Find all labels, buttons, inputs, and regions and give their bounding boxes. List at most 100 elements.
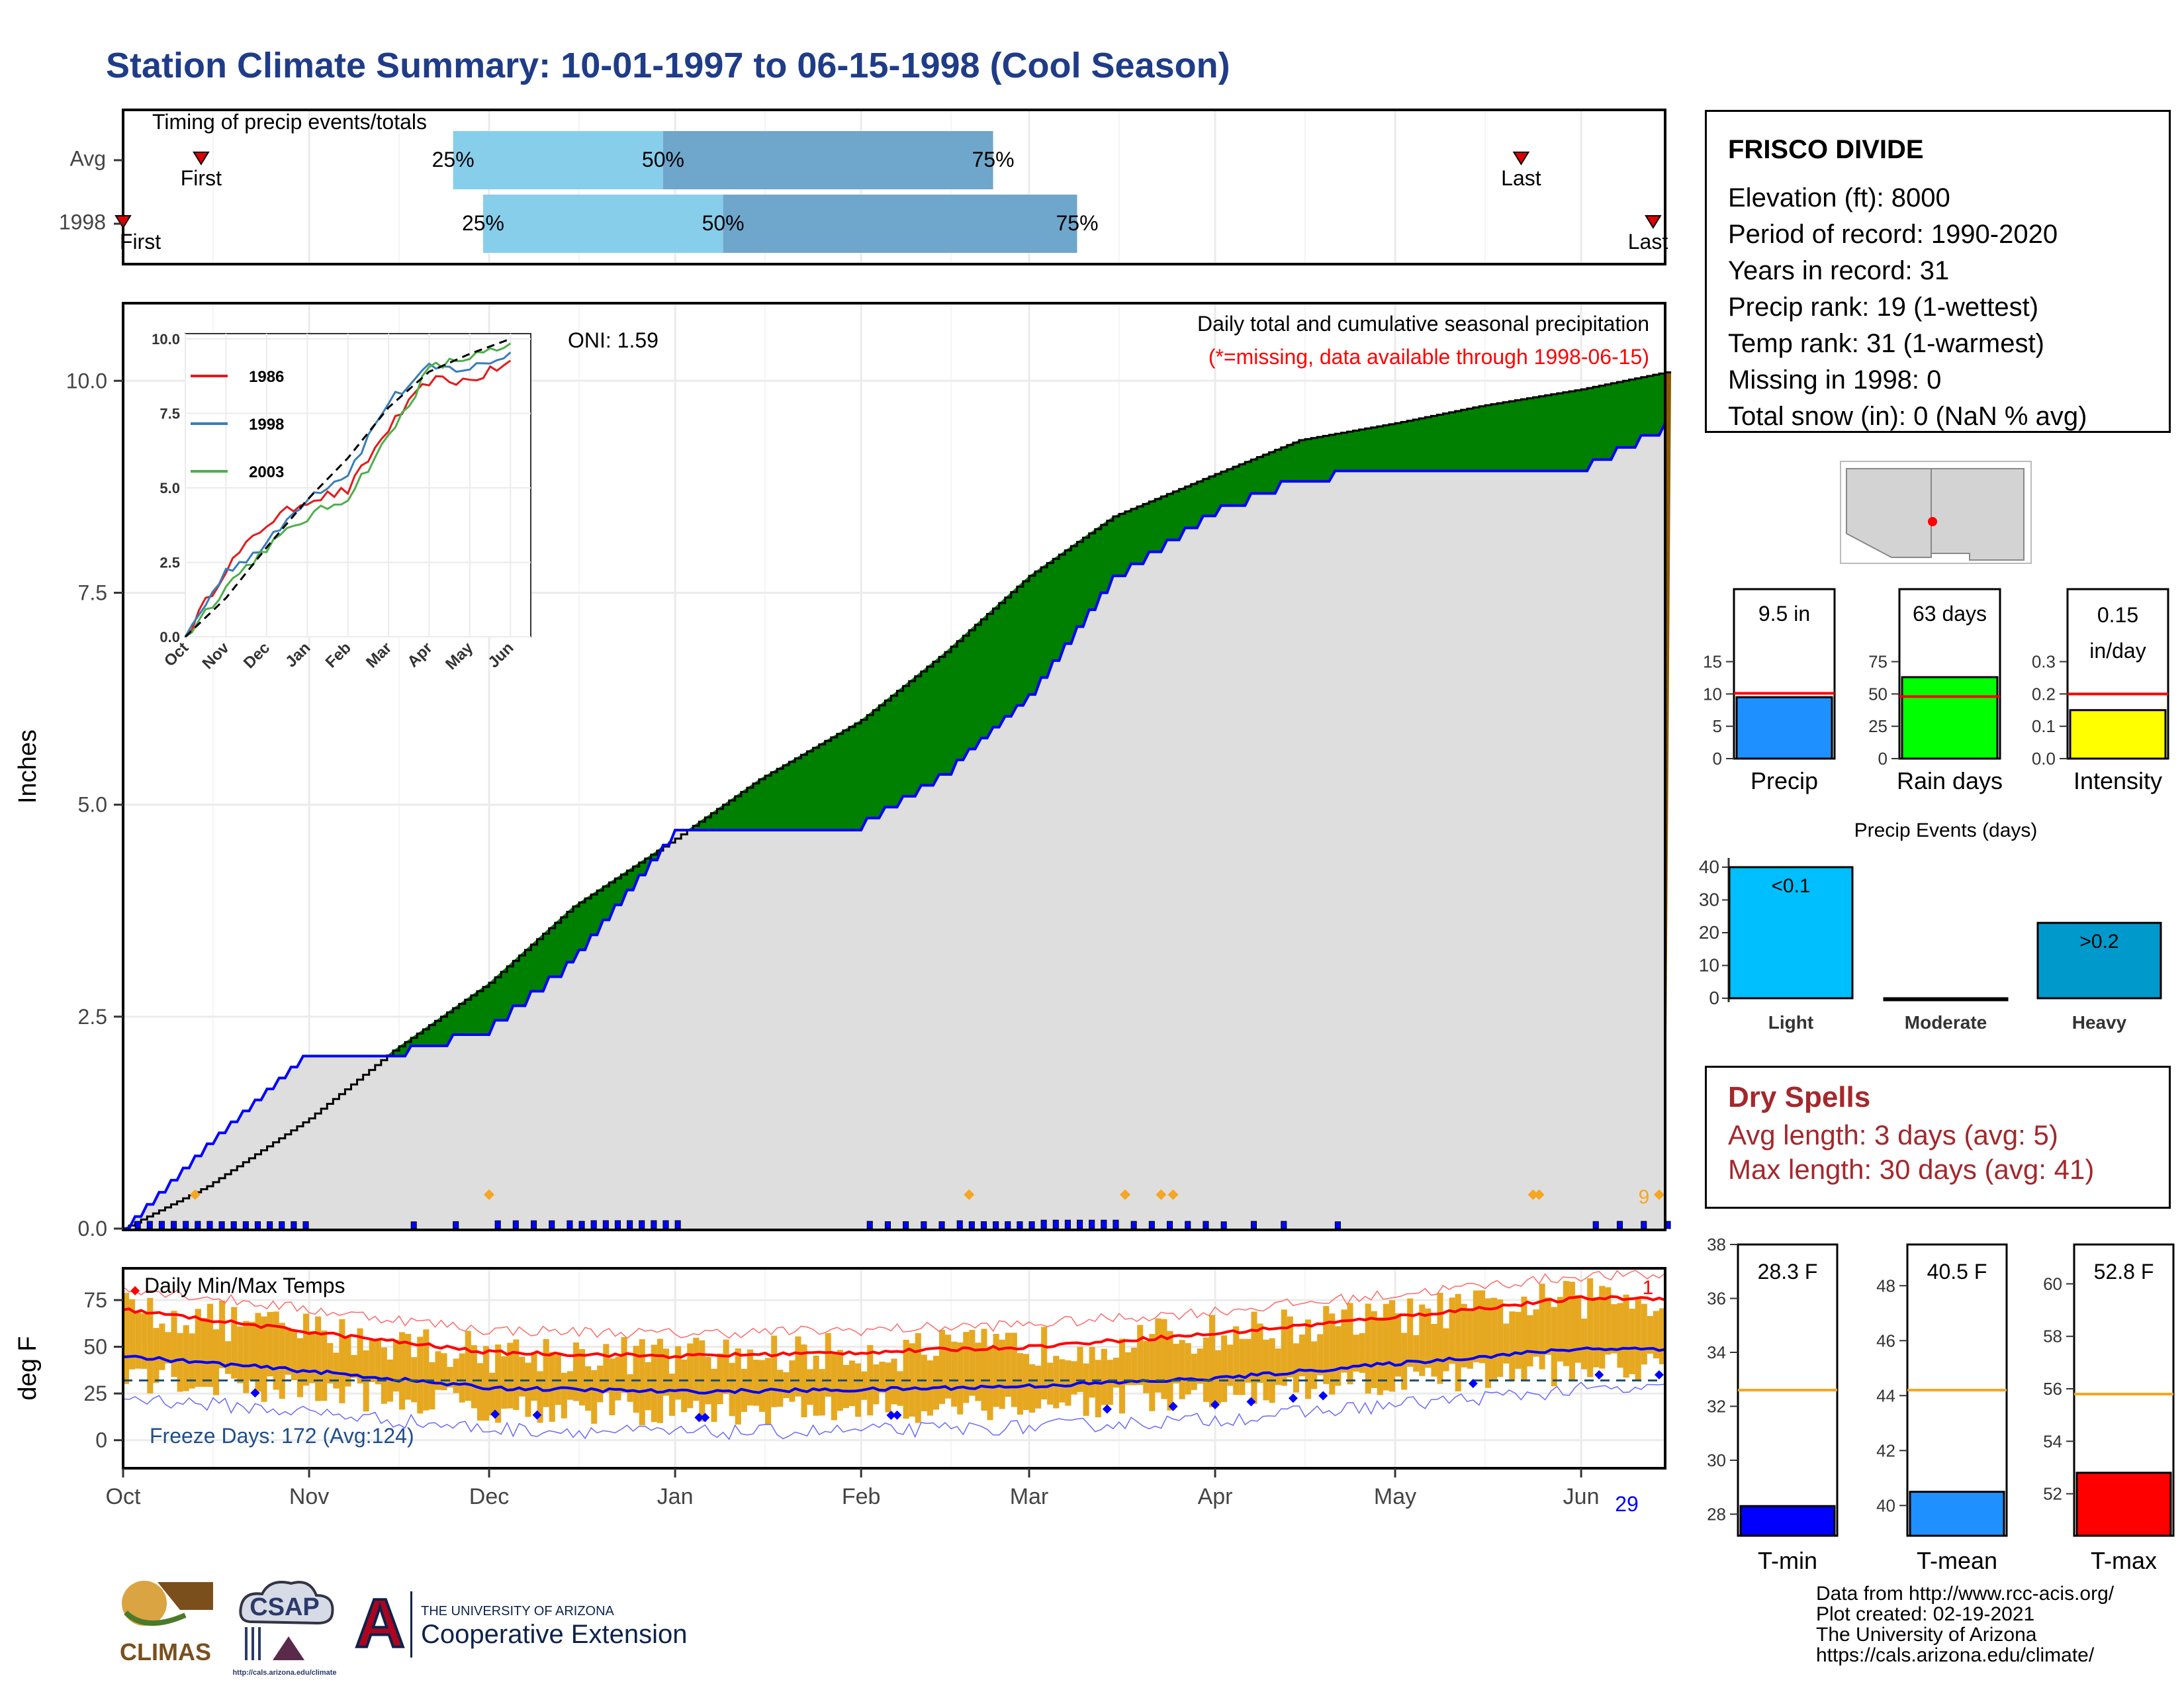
summary-y-tick-label: 5 [1713, 716, 1722, 736]
average-min-line [122, 1346, 1666, 1395]
daily-temp-bar [711, 1368, 717, 1423]
timing-label-50: 50% [642, 148, 684, 171]
daily-temp-bar [1455, 1293, 1461, 1391]
missing-data-marker [1533, 1189, 1545, 1200]
daily-temp-bar [1281, 1309, 1287, 1386]
daily-temp-bar [681, 1359, 688, 1413]
inset-y-tick-label: 5.0 [159, 480, 180, 496]
daily-precip-bar [1616, 1221, 1623, 1229]
daily-temp-bar [296, 1338, 303, 1397]
events-y-tick-label: 10 [1699, 955, 1719, 976]
cumulative-average-line [123, 371, 1672, 1230]
daily-temp-bar [1053, 1356, 1060, 1409]
daily-temp-bar [302, 1313, 310, 1386]
daily-temp-bar [1017, 1353, 1023, 1415]
daily-temp-bar [1629, 1308, 1635, 1374]
temp-count-bottom: 29 [1615, 1492, 1639, 1516]
daily-precip-bar [1130, 1221, 1137, 1229]
daily-temp-bar [615, 1356, 621, 1401]
daily-temp-bar [1251, 1311, 1257, 1404]
average-max-line [122, 1295, 1666, 1360]
daily-precip-bar [512, 1220, 519, 1229]
daily-temp-bar [1659, 1308, 1665, 1365]
daily-temp-bar [1191, 1353, 1197, 1390]
daily-temp-bar [1479, 1290, 1486, 1364]
temp-summary-y-tick-label: 36 [1707, 1288, 1726, 1308]
daily-precip-bar [1250, 1221, 1257, 1229]
daily-temp-bar [591, 1370, 598, 1424]
csap-logo: CSAP http://cals.arizona.edu/climate [232, 1581, 337, 1677]
daily-temp-bar [1449, 1297, 1455, 1364]
daily-temp-bar [249, 1321, 255, 1381]
temp-summary-y-tick-label: 32 [1707, 1396, 1726, 1416]
daily-precip-bar [1089, 1219, 1095, 1229]
timing-bar-1998-q2 [723, 195, 1077, 253]
daily-temp-bar [825, 1333, 831, 1397]
daily-temp-bar [231, 1307, 238, 1379]
daily-temp-bar [723, 1339, 729, 1394]
daily-temp-bar [639, 1339, 645, 1426]
daily-temp-bar [1647, 1315, 1653, 1354]
daily-temp-bar [1443, 1328, 1449, 1372]
daily-precip-bar [1148, 1221, 1155, 1229]
daily-temp-bar [1233, 1326, 1240, 1395]
station-name: FRISCO DIVIDE [1728, 135, 1924, 164]
daily-temp-bar [1065, 1360, 1071, 1406]
daily-precip-bar [410, 1221, 417, 1229]
daily-temp-bar [1263, 1339, 1269, 1401]
daily-precip-bar [1052, 1219, 1059, 1229]
daily-precip-bar [291, 1221, 297, 1229]
daily-temp-bar [1227, 1344, 1234, 1386]
daily-temp-bar [1185, 1343, 1191, 1395]
daily-precip-bar [218, 1221, 225, 1229]
daily-precip-bar [1592, 1221, 1599, 1229]
daily-temp-bar [195, 1309, 201, 1387]
daily-temp-bar [597, 1365, 604, 1403]
daily-precip-bar [884, 1221, 891, 1229]
timing-label-75: 75% [1056, 211, 1098, 235]
daily-temp-bar [1587, 1278, 1594, 1378]
events-bar-Heavy [2036, 921, 2162, 1000]
daily-precip-bar [602, 1220, 609, 1229]
daily-precip-bar [651, 1220, 657, 1229]
summary-value-label: 0.15 [2097, 603, 2138, 627]
summary-bar-Rain days [1901, 676, 1999, 760]
daily-temp-bar [1125, 1352, 1132, 1385]
month-tick-label: Apr [1198, 1484, 1233, 1509]
daily-temp-bar [153, 1328, 159, 1383]
daily-precip-bar [980, 1221, 987, 1229]
daily-temp-bar [225, 1341, 232, 1374]
events-bar-Light [1728, 866, 1854, 1000]
daily-temp-bar [921, 1354, 927, 1411]
daily-temp-bar [447, 1366, 453, 1388]
daily-temp-bar [243, 1321, 250, 1393]
month-tick-label: Nov [289, 1484, 329, 1509]
daily-precip-bar [993, 1221, 999, 1229]
daily-temp-bar [938, 1329, 946, 1404]
daily-temp-bar [129, 1299, 136, 1370]
daily-precip-bar [590, 1220, 597, 1229]
daily-temp-bar [429, 1362, 435, 1410]
daily-temp-bar [1269, 1338, 1275, 1403]
daily-temp-bar [1623, 1294, 1629, 1378]
daily-precip-bar [1101, 1219, 1107, 1229]
daily-temp-bar [627, 1374, 633, 1402]
record-max-line [122, 1270, 1666, 1339]
season-summary-bars: 9.5 in 0 5 10 15 Precip 63 days 0 25 50 75 Rain day… [1703, 588, 2169, 794]
daily-temp-bar [1208, 1315, 1216, 1407]
daily-temp-bar [819, 1369, 825, 1416]
daily-temp-bar [1533, 1309, 1539, 1357]
daily-temp-bar [1467, 1309, 1473, 1369]
daily-temp-bar [309, 1331, 316, 1383]
footer-plot-date: Plot created: 02-19-2021 [1816, 1603, 2035, 1625]
daily-temp-bar [963, 1332, 970, 1403]
daily-temp-bar [1131, 1347, 1138, 1385]
daily-temp-bar [219, 1300, 226, 1368]
daily-temp-bar [1143, 1340, 1150, 1393]
temp-summary-y-tick-label: 46 [1876, 1331, 1895, 1350]
daily-temp-bar [687, 1343, 694, 1409]
daily-temp-bar [813, 1355, 819, 1416]
record-low-marker [1246, 1397, 1256, 1407]
daily-temp-bar [1118, 1338, 1126, 1414]
month-tick-label: Mar [1010, 1484, 1049, 1509]
